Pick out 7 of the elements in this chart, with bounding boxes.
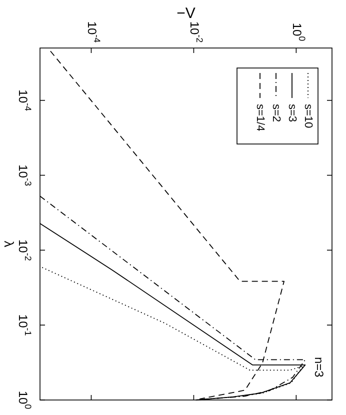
- legend-label: s=1/4: [254, 104, 266, 132]
- legend-label: s=3: [286, 104, 298, 122]
- x-axis-title: −V: [176, 5, 196, 22]
- annotation: n=3: [312, 357, 326, 378]
- y-axis-title: λ: [2, 240, 17, 248]
- legend-label: s=2: [270, 104, 282, 122]
- legend-label: s=10: [302, 104, 314, 128]
